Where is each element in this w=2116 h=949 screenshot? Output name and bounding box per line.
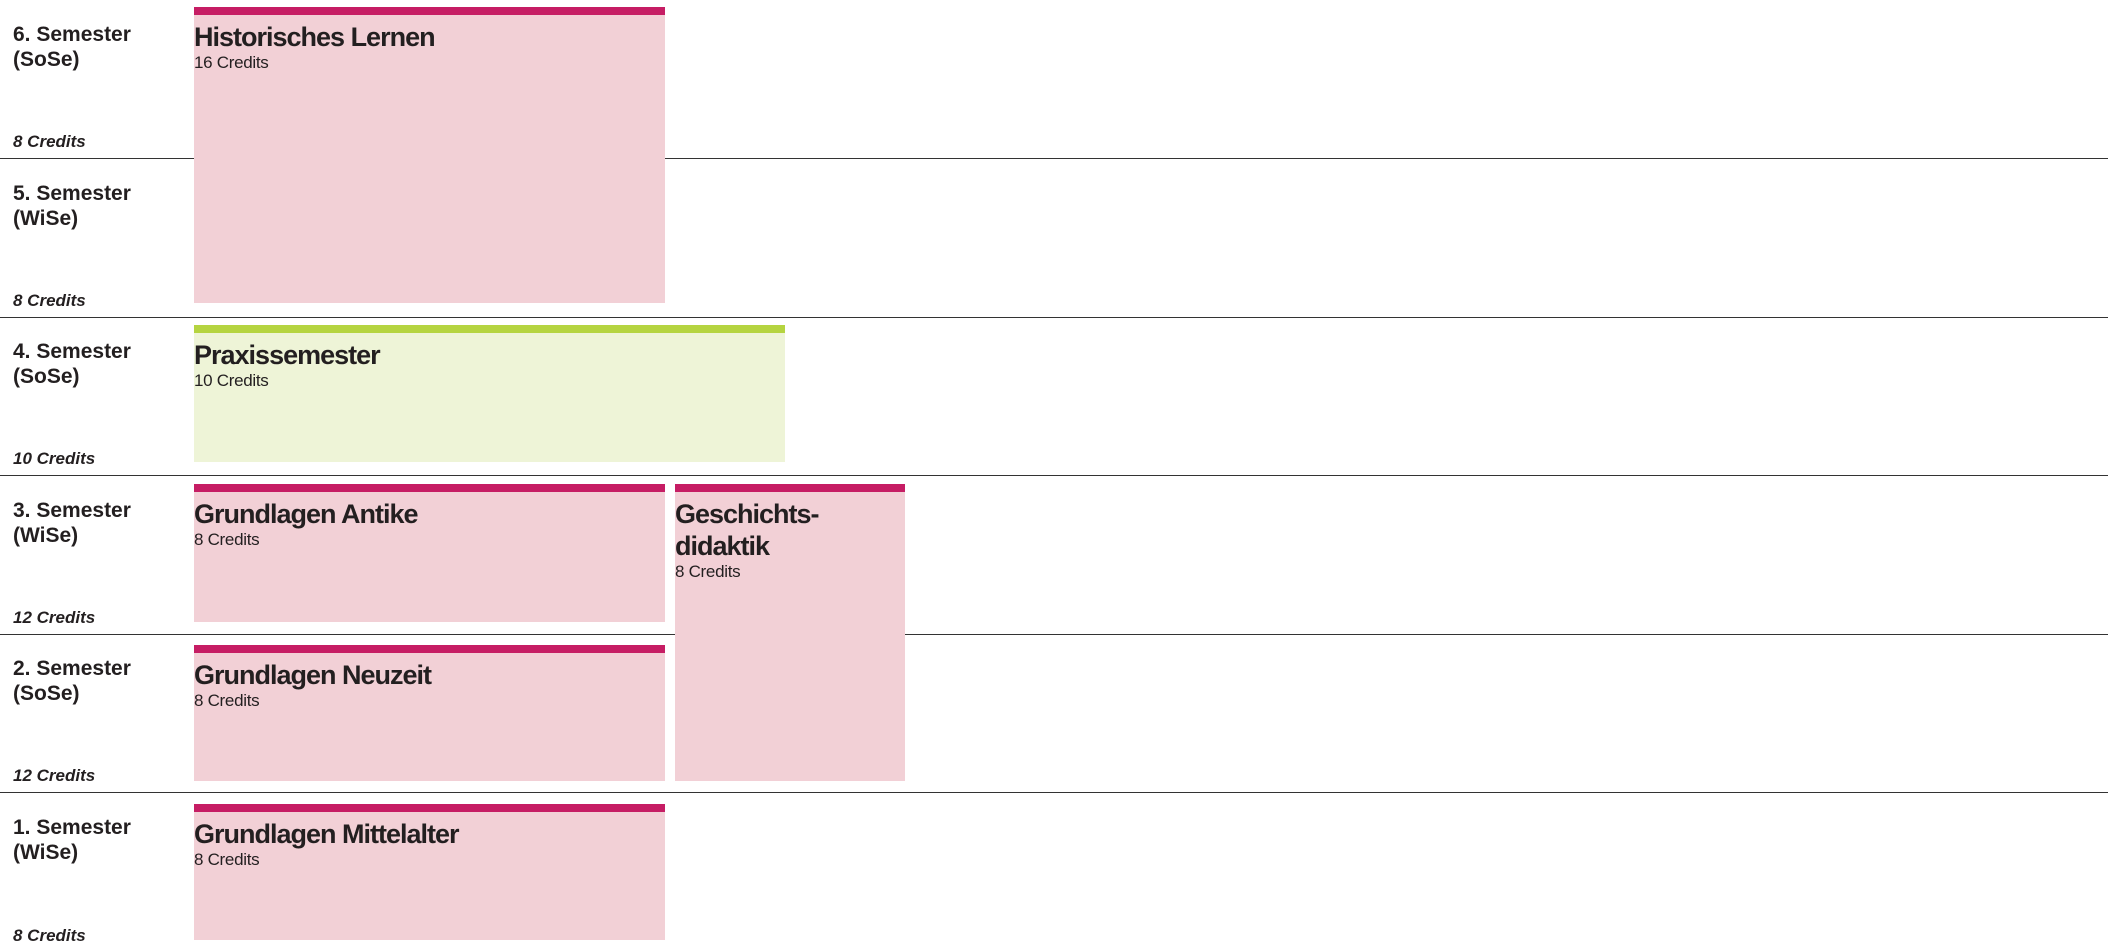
semester-credits: 8 Credits: [13, 132, 86, 151]
module-credits: 8 Credits: [194, 691, 260, 710]
semester-label: 1. Semester (WiSe): [13, 815, 131, 865]
module[interactable]: Praxissemester 10 Credits: [194, 325, 785, 462]
module[interactable]: Grundlagen Mittelalter 8 Credits: [194, 804, 665, 940]
semester-term: (SoSe): [13, 365, 80, 389]
module-title: Grundlagen Mittelalter: [194, 819, 460, 849]
semester-name: 5. Semester: [13, 181, 131, 205]
semester-label: 2. Semester (SoSe): [13, 656, 131, 706]
semester-credits: 8 Credits: [13, 290, 86, 310]
semester-term: (SoSe): [13, 682, 80, 706]
module-title: Praxissemester: [194, 340, 381, 370]
module[interactable]: Historisches Lernen 16 Credits: [194, 7, 665, 303]
module-title: Grundlagen Antike: [194, 499, 419, 529]
semester-credits: 10 Credits: [13, 449, 96, 469]
semester-row: 2. Semester (SoSe) 12 Credits: [0, 634, 2108, 794]
semester-row: 3. Semester (WiSe) 12 Credits: [0, 476, 2108, 635]
semester-label: 4. Semester (SoSe): [13, 339, 131, 389]
semester-name: 4. Semester: [13, 340, 131, 364]
semester-name: 2. Semester: [13, 657, 131, 681]
semester-name: 1. Semester: [13, 816, 131, 839]
module-title: Grundlagen Neuzeit: [194, 660, 432, 690]
module[interactable]: Grundlagen Neuzeit 8 Credits: [194, 645, 665, 781]
module-credits: 8 Credits: [194, 530, 260, 549]
semester-term: (WiSe): [13, 523, 79, 547]
semester-term: (WiSe): [13, 841, 79, 864]
semester-name: 6. Semester: [13, 23, 131, 46]
semester-credits: 12 Credits: [13, 607, 96, 627]
module[interactable]: Grundlagen Antike 8 Credits: [194, 484, 665, 622]
semester-credits: 12 Credits: [13, 766, 96, 786]
semester-row: 4. Semester (SoSe) 10 Credits: [0, 317, 2108, 477]
semester-row: 5. Semester (WiSe) 8 Credits: [0, 159, 2108, 318]
module-credits: 16 Credits: [194, 53, 269, 72]
module[interactable]: Geschichts-didaktik 8 Credits: [675, 484, 905, 781]
semester-name: 3. Semester: [13, 498, 131, 522]
module-title: Geschichts-didaktik: [675, 499, 820, 561]
semester-row: 6. Semester (SoSe) 8 Credits: [0, 0, 2108, 159]
module-title: Historisches Lernen: [194, 22, 436, 52]
semester-term: (SoSe): [13, 48, 80, 71]
semester-label: 3. Semester (WiSe): [13, 498, 131, 548]
semester-credits: 8 Credits: [13, 926, 86, 945]
module-credits: 8 Credits: [675, 562, 741, 581]
module-credits: 10 Credits: [194, 371, 269, 390]
semester-term: (WiSe): [13, 206, 79, 230]
module-credits: 8 Credits: [194, 850, 260, 869]
semester-row: 1. Semester (WiSe) 8 Credits: [0, 793, 2108, 949]
semester-label: 5. Semester (WiSe): [13, 181, 131, 231]
semester-label: 6. Semester (SoSe): [13, 22, 131, 72]
